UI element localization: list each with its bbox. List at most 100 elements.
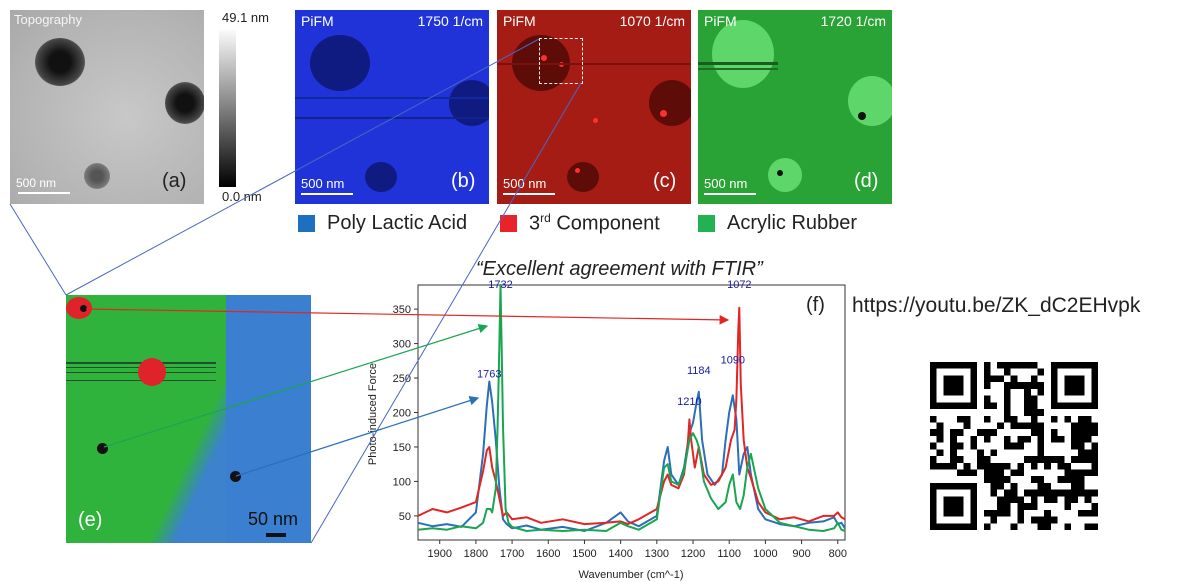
- panel-a-label: (a): [162, 170, 187, 192]
- qr-module: [1030, 415, 1038, 423]
- qr-module: [1071, 429, 1078, 436]
- qr-module: [1077, 382, 1085, 389]
- qr-module: [1071, 362, 1078, 369]
- qr-module: [1057, 456, 1065, 463]
- qr-module: [983, 362, 991, 369]
- pifm-1750-scan-line: [295, 97, 489, 99]
- qr-module: [970, 435, 978, 443]
- qr-module: [1050, 362, 1058, 369]
- qr-module: [1037, 382, 1045, 389]
- qr-module: [930, 509, 937, 517]
- qr-module: [1037, 516, 1045, 524]
- qr-module: [1091, 422, 1098, 430]
- youtube-link[interactable]: https://youtu.be/ZK_dC2EHvpk: [852, 294, 1141, 317]
- peak-label: 1072: [727, 280, 751, 291]
- peak-label: 1210: [677, 396, 701, 408]
- qr-module: [936, 449, 944, 457]
- pifm-1070-hotspot: [593, 118, 598, 123]
- qr-module: [950, 496, 957, 504]
- qr-module: [936, 523, 944, 530]
- x-tick-label: 1300: [645, 548, 669, 560]
- qr-module: [950, 449, 957, 457]
- qr-module: [1091, 388, 1098, 396]
- qr-module: [1091, 395, 1098, 403]
- qr-module: [977, 429, 984, 436]
- qr-module: [930, 442, 937, 450]
- qr-module: [1037, 409, 1045, 416]
- qr-module: [1071, 382, 1078, 389]
- qr-module: [1091, 375, 1098, 383]
- qr-module: [943, 375, 951, 383]
- zoom-connector: [65, 38, 540, 296]
- y-tick-label: 50: [399, 511, 411, 523]
- qr-module: [970, 489, 978, 497]
- panel-c-label: (c): [653, 170, 677, 192]
- qr-module: [1044, 462, 1051, 470]
- qr-module: [956, 496, 964, 504]
- qr-module: [1010, 442, 1018, 450]
- topography-scale-bar: [18, 192, 70, 194]
- y-tick-label: 100: [393, 476, 411, 488]
- qr-module: [1037, 482, 1045, 490]
- qr-module: [977, 462, 984, 470]
- qr-module: [1084, 435, 1092, 443]
- x-tick-label: 800: [829, 548, 847, 560]
- qr-module: [970, 523, 978, 530]
- pifm-1720-dark-dot: [777, 170, 783, 176]
- qr-module: [1010, 422, 1018, 430]
- qr-module: [1030, 375, 1038, 383]
- legend-item-3rd-component: 3rd Component: [500, 210, 660, 236]
- topography-title: Topography: [14, 12, 82, 27]
- qr-module: [990, 429, 998, 436]
- qr-module: [1077, 442, 1085, 450]
- qr-module: [1024, 422, 1031, 430]
- qr-module: [1010, 362, 1018, 369]
- qr-module: [1077, 449, 1085, 457]
- zoom-region-box: [539, 38, 583, 84]
- qr-module: [983, 429, 991, 436]
- qr-module: [1024, 362, 1031, 369]
- qr-module: [1030, 422, 1038, 430]
- y-axis-label: Photo-induced Force: [367, 363, 379, 465]
- pifm-1720-scale-text: 500 nm: [704, 176, 748, 191]
- qr-module: [1003, 382, 1011, 389]
- qr-module: [1084, 429, 1092, 436]
- qr-module: [943, 496, 951, 504]
- qr-module: [1017, 422, 1025, 430]
- qr-module: [1037, 388, 1045, 396]
- qr-module: [943, 362, 951, 369]
- qr-module: [943, 482, 951, 490]
- qr-module: [930, 489, 937, 497]
- qr-module: [936, 362, 944, 369]
- topography-particle-small: [84, 163, 110, 189]
- qr-module: [930, 482, 937, 490]
- x-tick-label: 1500: [572, 548, 596, 560]
- pifm-1750-mode: PiFM: [301, 13, 334, 29]
- qr-module: [970, 469, 978, 477]
- qr-module: [1050, 456, 1058, 463]
- spectrum-series-line: [417, 284, 846, 532]
- chart-panel-label: (f): [806, 294, 825, 316]
- panel-e-label: (e): [78, 509, 103, 531]
- qr-module: [990, 462, 998, 470]
- qr-module: [1091, 442, 1098, 450]
- qr-module: [997, 362, 1004, 369]
- pifm-1720-scan-line-2: [698, 68, 778, 70]
- pifm-1070-particle-small: [567, 162, 599, 192]
- qr-module: [1050, 395, 1058, 403]
- qr-module: [1030, 462, 1038, 470]
- qr-module: [1037, 489, 1045, 497]
- qr-module: [1017, 462, 1025, 470]
- qr-module: [1091, 402, 1098, 410]
- pifm-1720-wavenumber: 1720 1/cm: [820, 13, 886, 29]
- qr-code[interactable]: [930, 362, 1098, 530]
- qr-module: [1064, 415, 1072, 423]
- qr-module: [1030, 362, 1038, 369]
- qr-module: [1010, 375, 1018, 383]
- qr-module: [977, 456, 984, 463]
- qr-module: [1024, 388, 1031, 396]
- qr-module: [1037, 368, 1045, 376]
- qr-module: [1091, 503, 1098, 510]
- qr-module: [1017, 382, 1025, 389]
- qr-module: [1091, 469, 1098, 477]
